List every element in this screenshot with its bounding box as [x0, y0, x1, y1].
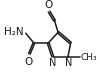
Text: N: N: [65, 58, 72, 68]
Text: O: O: [44, 0, 52, 10]
Text: H₂N: H₂N: [4, 27, 23, 37]
Text: CH₃: CH₃: [80, 53, 97, 62]
Text: N: N: [49, 58, 56, 68]
Text: O: O: [25, 57, 33, 67]
